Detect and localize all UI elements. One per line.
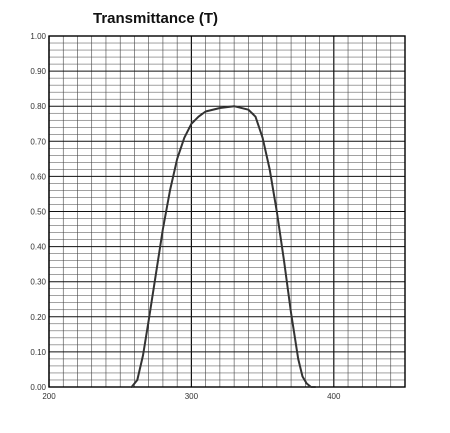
tick-labels: 0.00 0.10 0.20 0.30 0.40 0.50 0.60 0.70 0.80 0.90… bbox=[30, 32, 341, 401]
series-line bbox=[130, 105, 317, 388]
x-tick-label: 300 bbox=[185, 392, 199, 401]
y-tick-label: 0.30 bbox=[30, 278, 46, 287]
y-tick-label: 0.10 bbox=[30, 348, 46, 357]
chart-title: Transmittance (T) bbox=[93, 10, 219, 27]
y-tick-label: 0.80 bbox=[30, 102, 46, 111]
y-tick-label: 0.20 bbox=[30, 313, 46, 322]
y-tick-label: 0.00 bbox=[30, 383, 46, 392]
y-tick-label: 0.70 bbox=[30, 137, 46, 146]
series-group bbox=[130, 105, 317, 388]
x-tick-label: 400 bbox=[327, 392, 341, 401]
plot-border bbox=[48, 35, 406, 388]
x-tick-label: 200 bbox=[42, 392, 56, 401]
y-tick-label: 0.90 bbox=[30, 67, 46, 76]
y-tick-label: 0.40 bbox=[30, 243, 46, 252]
grid bbox=[48, 35, 406, 388]
y-tick-label: 1.00 bbox=[30, 32, 46, 41]
y-tick-label: 0.60 bbox=[30, 172, 46, 181]
y-tick-label: 0.50 bbox=[30, 208, 46, 217]
